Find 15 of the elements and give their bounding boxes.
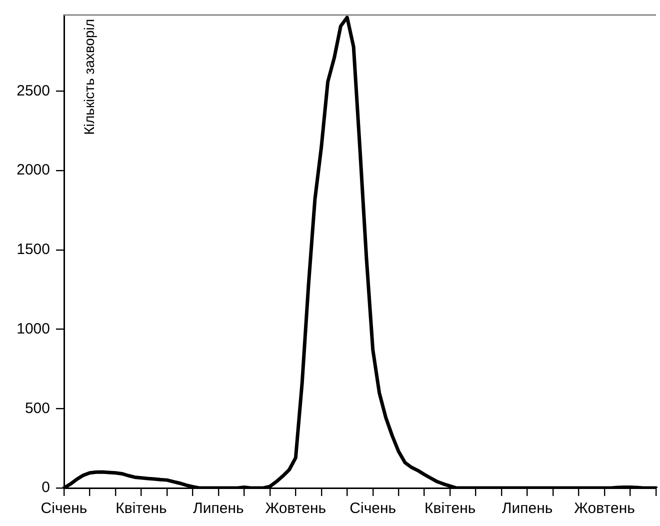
x-tick-label: Квітень <box>424 500 476 518</box>
y-tick-label: 500 <box>24 400 50 417</box>
y-tick-label: 0 <box>42 479 50 496</box>
y-tick-label: 2500 <box>16 82 50 100</box>
y-tick-label: 2000 <box>16 162 50 179</box>
y-tick-label: 1000 <box>16 320 50 338</box>
x-tick-label: Квітень <box>116 500 167 518</box>
y-tick-label: 1500 <box>16 241 50 258</box>
y-axis-title: Кількість захворіл <box>80 19 97 135</box>
x-tick-label: Січень <box>40 500 88 518</box>
x-tick-label: Липень <box>502 500 553 518</box>
x-tick-label: Жовтень <box>574 500 636 518</box>
x-tick-label: Липень <box>193 500 244 518</box>
x-tick-label: Січень <box>350 500 396 518</box>
x-tick-label: Жовтень <box>265 500 326 518</box>
